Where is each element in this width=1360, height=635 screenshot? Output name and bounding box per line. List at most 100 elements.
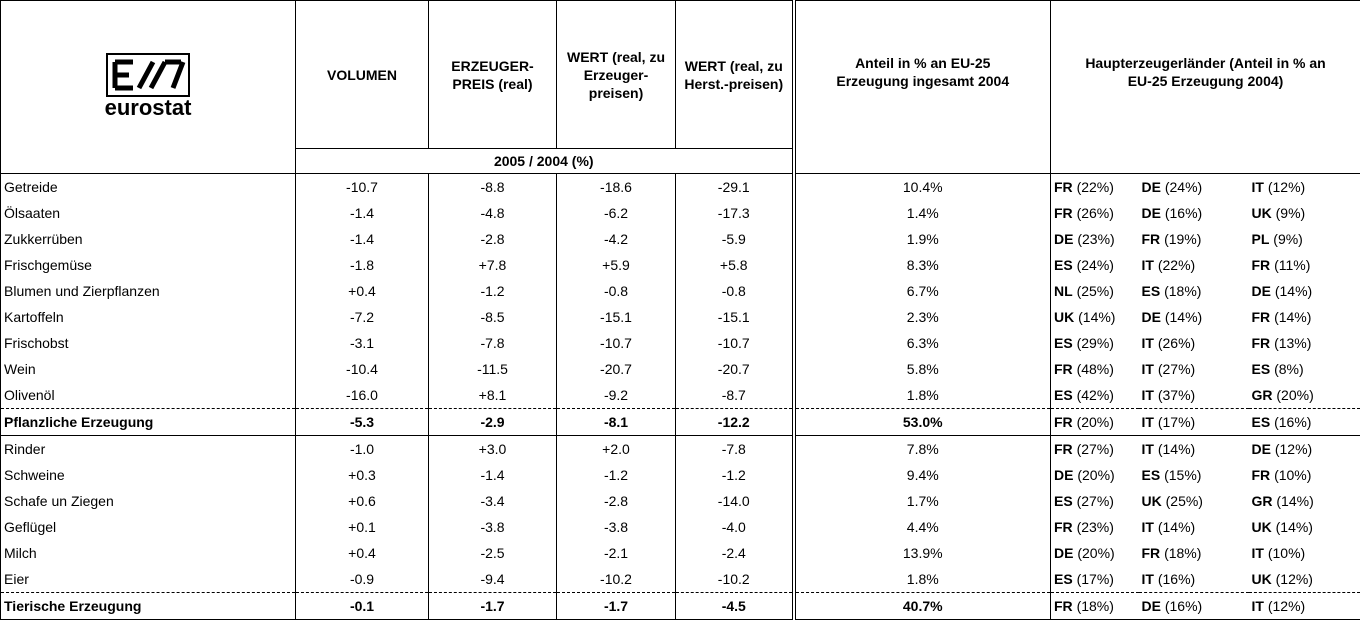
country-share: (48%)	[1076, 361, 1114, 377]
row-label: Frischgemüse	[0, 252, 296, 278]
value-cell: +5.9	[556, 252, 676, 278]
country-code: DE	[1141, 309, 1161, 325]
country-code: ES	[1141, 467, 1161, 483]
country-share: (14%)	[1275, 519, 1313, 535]
producer-cell: FR (13%)	[1248, 330, 1360, 356]
country-code: IT	[1141, 335, 1154, 351]
value-cell: -9.2	[556, 382, 676, 409]
producer-cell: DE (14%)	[1248, 278, 1360, 304]
value-cell: -8.1	[556, 408, 676, 436]
value-cell: +2.0	[556, 435, 676, 462]
country-share: (25%)	[1076, 283, 1114, 299]
header-line: Haupterzeugerländer (Anteil in % an	[1085, 55, 1326, 71]
value-cell: -5.9	[675, 226, 794, 252]
country-share: (18%)	[1076, 598, 1114, 614]
producer-cell: IT (16%)	[1138, 566, 1249, 593]
country-share: (22%)	[1076, 179, 1114, 195]
column-header: ERZEUGER- PREIS (real)	[428, 0, 557, 149]
country-share: (24%)	[1164, 179, 1203, 195]
table-row: Olivenöl -16.0 +8.1 -9.2 -8.7 1.8% ES (42%) IT …	[0, 382, 1360, 409]
producer-cell: DE (20%)	[1050, 540, 1139, 566]
producer-cell: FR (18%)	[1050, 592, 1139, 620]
producer-cell: FR (20%)	[1050, 408, 1139, 436]
value-cell: -0.9	[295, 566, 429, 593]
row-label: Milch	[0, 540, 296, 566]
value-cell: -2.8	[428, 226, 557, 252]
table-row: Wein -10.4 -11.5 -20.7 -20.7 5.8% FR (48%) IT (…	[0, 356, 1360, 382]
country-code: FR	[1141, 545, 1161, 561]
share-cell: 1.9%	[791, 226, 1051, 252]
share-cell: 40.7%	[791, 592, 1051, 620]
header-line: EU-25 Erzeugung 2004)	[1127, 73, 1284, 89]
producer-cell: ES (17%)	[1050, 566, 1139, 593]
country-code: DE	[1141, 598, 1161, 614]
table-row: Rinder -1.0 +3.0 +2.0 -7.8 7.8% FR (27%) IT (14…	[0, 435, 1360, 462]
country-code: IT	[1251, 545, 1264, 561]
country-share: (42%)	[1076, 387, 1114, 403]
country-code: ES	[1251, 414, 1271, 430]
row-label: Zukkerrüben	[0, 226, 296, 252]
logo-text: eurostat	[105, 95, 192, 120]
table-row: Getreide -10.7 -8.8 -18.6 -29.1 10.4% FR (22%)…	[0, 173, 1360, 200]
country-code: DE	[1054, 467, 1074, 483]
header-line: Anteil in % an EU-25	[855, 55, 991, 71]
country-share: (14%)	[1164, 309, 1203, 325]
period-header: 2005 / 2004 (%)	[295, 148, 794, 174]
country-share: (16%)	[1164, 205, 1203, 221]
country-share: (20%)	[1077, 545, 1115, 561]
country-share: (10%)	[1274, 467, 1312, 483]
table-row: Blumen und Zierpflanzen +0.4 -1.2 -0.8 -0.8 6…	[0, 278, 1360, 304]
logo-cell: eurostat	[0, 0, 296, 174]
header-line: WERT (real, zu	[684, 57, 783, 74]
country-share: (19%)	[1164, 231, 1202, 247]
producer-cell: DE (20%)	[1050, 462, 1139, 488]
country-share: (10%)	[1267, 545, 1306, 561]
country-code: UK	[1251, 571, 1272, 587]
value-cell: -0.8	[675, 278, 794, 304]
producer-cell: IT (14%)	[1139, 514, 1249, 540]
producer-cell: IT (12%)	[1248, 173, 1360, 200]
country-code: FR	[1054, 414, 1073, 430]
share-cell: 4.4%	[791, 514, 1051, 540]
value-cell: -2.8	[556, 488, 676, 514]
country-share: (14%)	[1157, 441, 1196, 457]
value-cell: -8.7	[675, 382, 794, 409]
header-line: Erzeuger-	[583, 66, 649, 83]
value-cell: -6.2	[556, 200, 676, 226]
country-code: IT	[1141, 361, 1154, 377]
value-cell: -20.7	[556, 356, 676, 382]
row-label: Pflanzliche Erzeugung	[0, 408, 296, 436]
country-share: (14%)	[1274, 283, 1313, 299]
country-share: (16%)	[1274, 414, 1312, 430]
value-cell: -1.2	[675, 462, 794, 488]
country-share: (20%)	[1077, 467, 1115, 483]
table-row: Frischobst -3.1 -7.8 -10.7 -10.7 6.3% ES (29%)…	[0, 330, 1360, 356]
producer-cell: DE (16%)	[1139, 200, 1249, 226]
producer-cell: DE (14%)	[1139, 304, 1249, 330]
table-row: Kartoffeln -7.2 -8.5 -15.1 -15.1 2.3% UK (14%)…	[0, 304, 1360, 330]
share-cell: 5.8%	[791, 356, 1051, 382]
value-cell: -1.0	[295, 435, 429, 462]
producer-cell: ES (24%)	[1050, 252, 1139, 278]
country-code: ES	[1054, 257, 1073, 273]
producer-cell: FR (22%)	[1050, 173, 1139, 200]
producer-cell: UK (14%)	[1248, 514, 1360, 540]
value-cell: +7.8	[428, 252, 557, 278]
producer-cell: GR (20%)	[1248, 382, 1360, 409]
producer-cell: ES (29%)	[1050, 330, 1139, 356]
value-cell: -16.0	[295, 382, 429, 409]
share-cell: 6.7%	[791, 278, 1051, 304]
table-row: Zukkerrüben -1.4 -2.8 -4.2 -5.9 1.9% DE (23%) F…	[0, 226, 1360, 252]
producer-cell: FR (48%)	[1050, 356, 1139, 382]
country-code: DE	[1054, 545, 1074, 561]
country-code: NL	[1054, 283, 1073, 299]
share-cell: 1.8%	[791, 382, 1051, 409]
header-line: Erzeugung ingesamt 2004	[836, 73, 1010, 89]
producer-cell: ES (16%)	[1248, 408, 1360, 436]
header-line: Herst.-preisen)	[684, 75, 784, 92]
value-cell: -9.4	[428, 566, 557, 593]
country-share: (16%)	[1157, 571, 1196, 587]
country-share: (24%)	[1076, 257, 1114, 273]
country-share: (27%)	[1076, 441, 1114, 457]
